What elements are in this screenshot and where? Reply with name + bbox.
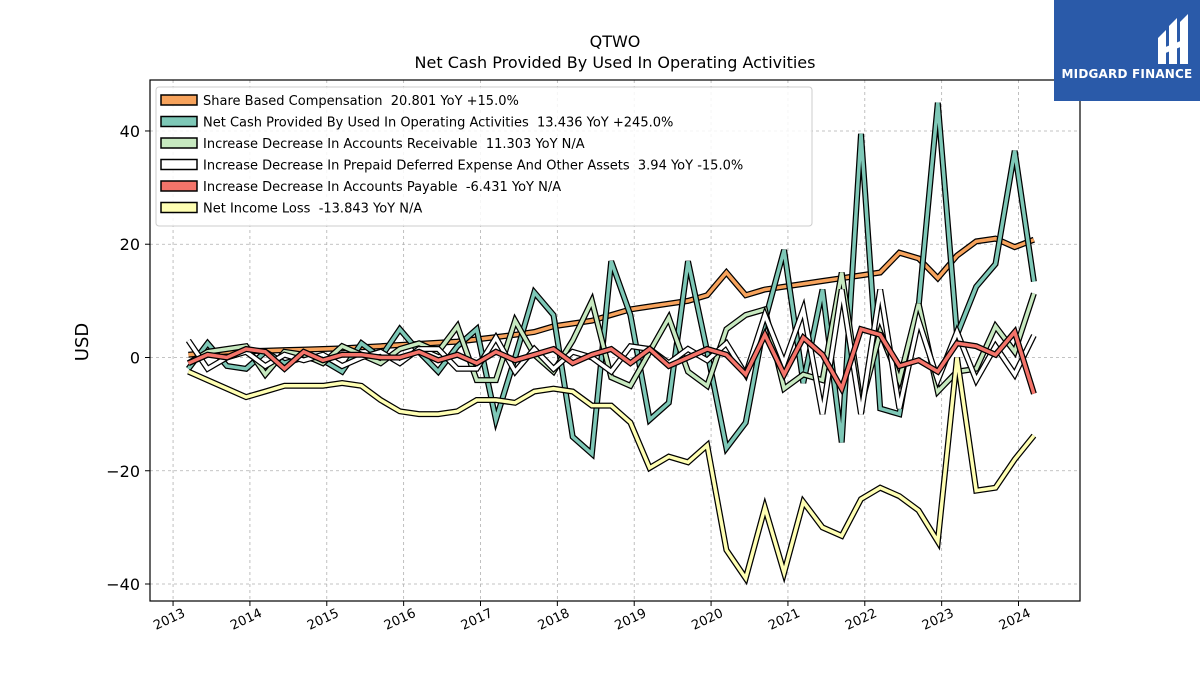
series-0 — [188, 235, 1035, 358]
legend-swatch — [160, 201, 198, 214]
y-tick-label: −20 — [106, 462, 140, 481]
legend-label: Share Based Compensation 20.801 YoY +15.… — [203, 94, 519, 109]
y-tick-label: 40 — [120, 122, 140, 141]
legend-swatch — [160, 158, 198, 171]
series-1 — [186, 102, 1037, 460]
legend-swatch — [160, 180, 198, 192]
legend-label: Increase Decrease In Prepaid Deferred Ex… — [203, 159, 743, 174]
y-tick-label: 20 — [120, 235, 140, 254]
series-4 — [187, 325, 1037, 397]
brand-logo: MIDGARD FINANCE — [1054, 0, 1200, 101]
series-line — [187, 357, 1036, 583]
brand-name: MIDGARD FINANCE — [1061, 67, 1193, 81]
legend-label: Increase Decrease In Accounts Receivable… — [203, 137, 585, 152]
series-line — [187, 102, 1036, 458]
chart-subtitle: Net Cash Provided By Used In Operating A… — [415, 53, 816, 72]
y-tick-label: −40 — [106, 575, 140, 594]
legend-label: Net Income Loss -13.843 YoY N/A — [203, 202, 422, 217]
plot-frame — [149, 79, 1081, 602]
legend: Share Based Compensation 20.801 YoY +15.… — [155, 86, 813, 227]
series-lines — [185, 102, 1037, 586]
series-5 — [187, 357, 1037, 586]
legend-swatch — [160, 94, 198, 106]
legend-box — [155, 86, 813, 227]
brand-logo-icon — [1158, 14, 1188, 64]
legend-label: Net Cash Provided By Used In Operating A… — [203, 116, 673, 131]
chart-title: QTWO — [590, 32, 641, 51]
y-axis: −40 −20 0 20 40 — [106, 122, 150, 594]
legend-swatch — [160, 137, 198, 149]
y-tick-label: 0 — [130, 348, 140, 367]
series-line — [188, 236, 1035, 357]
legend-label: Increase Decrease In Accounts Payable -6… — [203, 180, 561, 195]
series-line — [187, 327, 1036, 395]
legend-swatch — [160, 115, 198, 128]
y-axis-label: USD — [72, 323, 93, 361]
